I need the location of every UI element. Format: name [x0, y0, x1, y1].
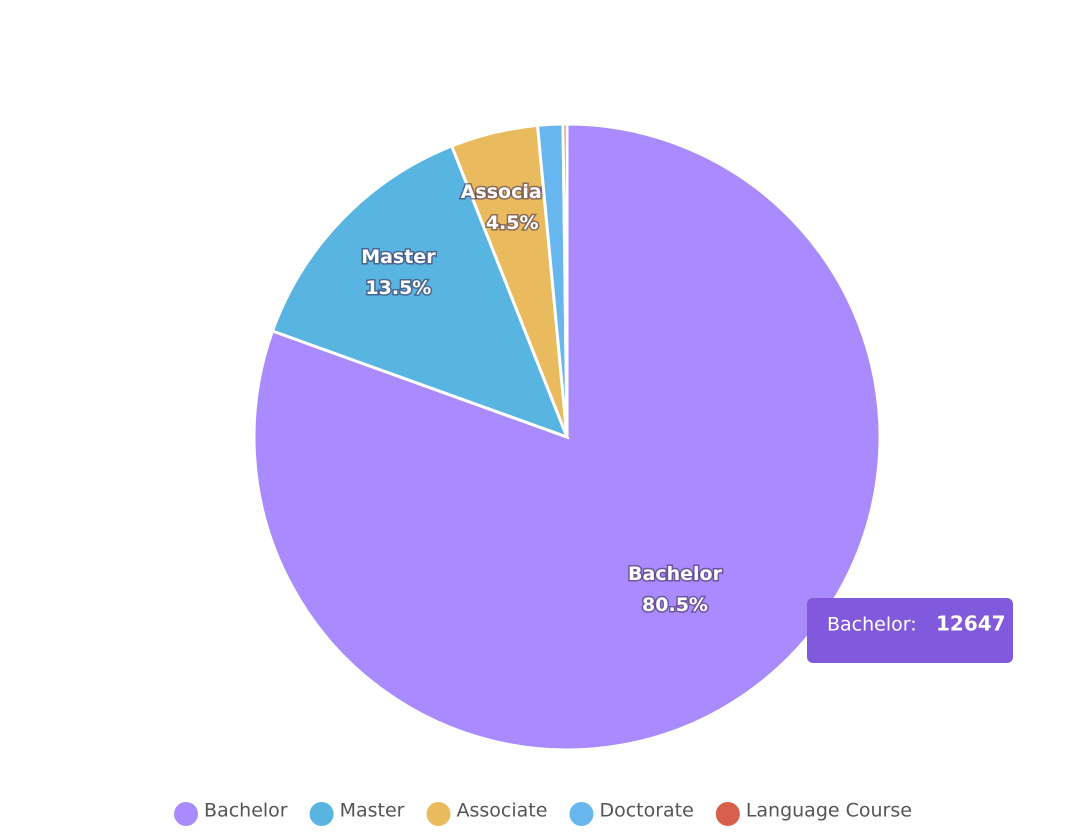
legend-label: Associate: [457, 800, 548, 822]
tooltip: Bachelor: 12647: [807, 598, 1013, 663]
slice-value-label: 13.5%: [365, 277, 431, 299]
legend-marker: [715, 802, 740, 826]
tooltip-box: [807, 598, 1013, 663]
tooltip-value: 12647: [936, 612, 1006, 636]
legend-marker: [569, 802, 594, 826]
tooltip-label: Bachelor:: [827, 614, 917, 636]
legend-marker: [426, 802, 451, 826]
legend-label: Bachelor: [204, 800, 288, 822]
legend-marker: [309, 802, 334, 826]
legend-label: Master: [340, 800, 405, 822]
slice: [561, 122, 569, 438]
slice-label: Bachelor: [628, 563, 723, 585]
slice-value-label: 80.5%: [642, 594, 708, 616]
legend-label: Doctorate: [599, 800, 693, 822]
legend-label: Language Course: [746, 800, 912, 822]
slice: [270, 144, 570, 440]
legend-marker: [174, 802, 199, 826]
slice-value-label: 4.5%: [486, 212, 539, 234]
slice-label: Master: [361, 246, 436, 268]
